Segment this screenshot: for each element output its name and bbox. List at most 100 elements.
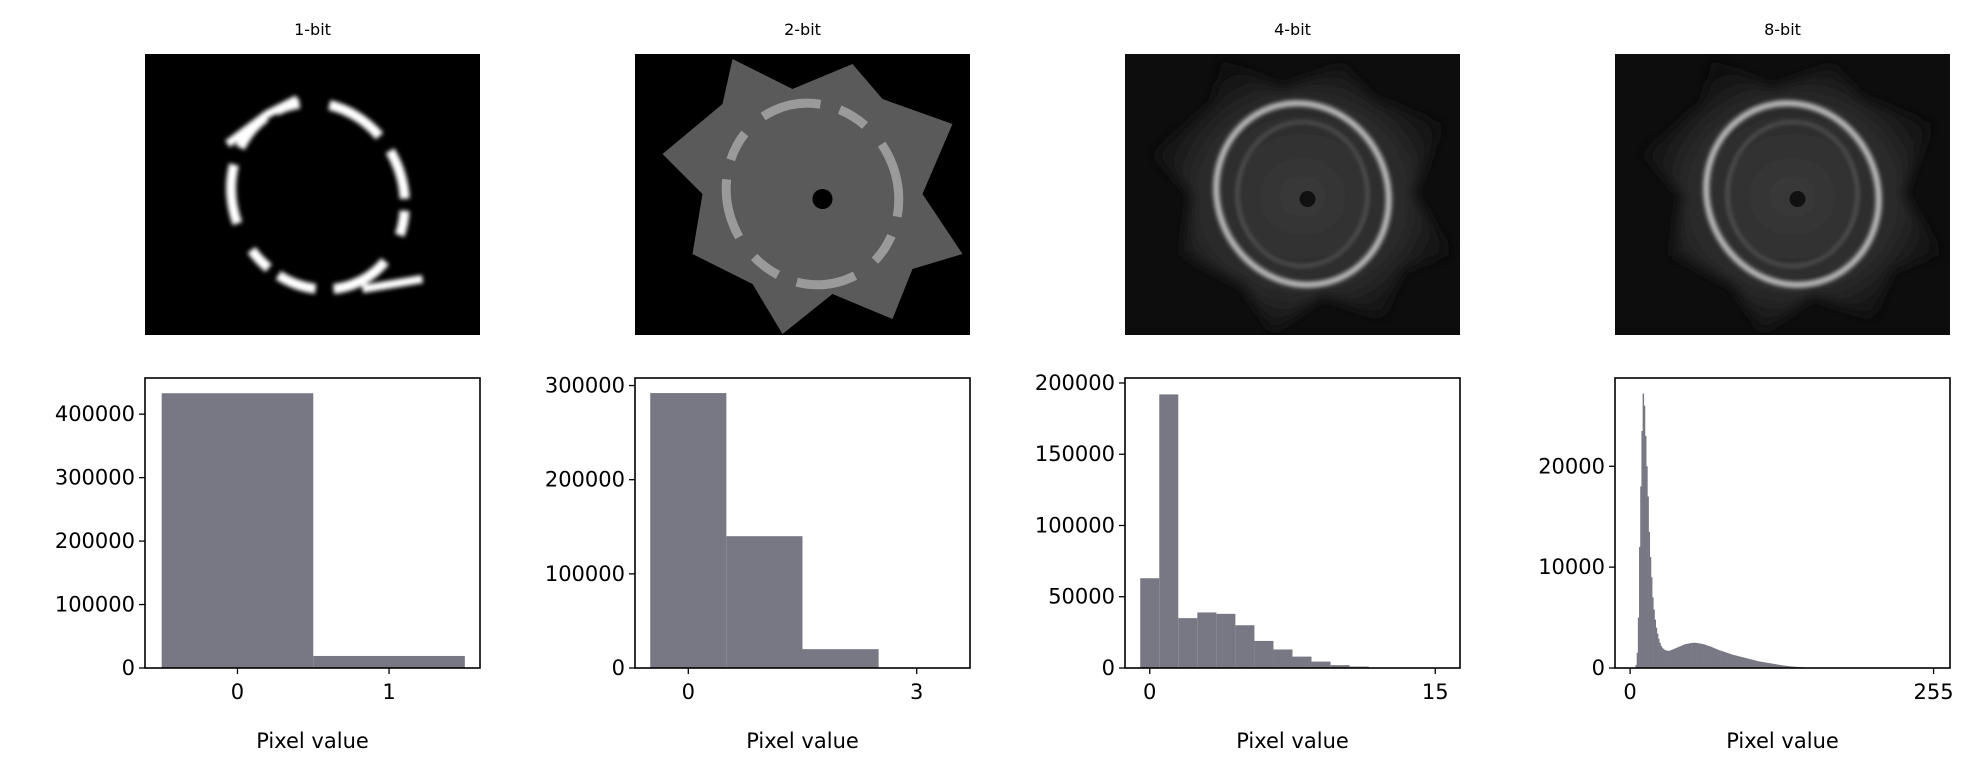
histogram-bar bbox=[1681, 645, 1684, 668]
cell-body bbox=[1642, 59, 1943, 334]
histogram-bar bbox=[1677, 647, 1679, 668]
histogram-bar bbox=[1748, 658, 1751, 668]
histogram-bar bbox=[1719, 650, 1722, 668]
histogram-2-bit: 0 100000 200000 300000 0 3 Pixel value bbox=[545, 374, 971, 753]
histogram-bar bbox=[1642, 393, 1645, 668]
histogram-bar bbox=[1747, 658, 1749, 668]
histogram-bar bbox=[1311, 661, 1331, 668]
panel-title: 4-bit bbox=[1274, 20, 1311, 39]
axes-frame bbox=[634, 377, 971, 669]
histogram-bar bbox=[313, 655, 465, 668]
histogram-bar bbox=[1703, 644, 1705, 668]
image-panel-1-bit: 1-bit bbox=[145, 20, 480, 335]
histogram-bar bbox=[1780, 665, 1783, 668]
image-panel-4-bit: 4-bit bbox=[1125, 20, 1460, 335]
histogram-bar bbox=[1671, 649, 1673, 668]
histogram-bar bbox=[1763, 662, 1766, 668]
y-tick-label: 400000 bbox=[55, 402, 135, 426]
histogram-bar bbox=[1652, 597, 1654, 668]
histogram-bar bbox=[1679, 646, 1681, 668]
histogram-bar bbox=[1728, 653, 1730, 668]
histogram-bar bbox=[1647, 496, 1649, 668]
cell-image bbox=[1642, 59, 1943, 334]
histogram-bar bbox=[1774, 664, 1777, 668]
histogram-bar bbox=[1691, 642, 1693, 668]
bars bbox=[161, 393, 465, 668]
histogram-bar bbox=[1178, 618, 1198, 668]
histogram-4-bit: 0 50000 100000 150000 200000 0 15 Pixel value bbox=[1035, 371, 1461, 753]
histogram-bar bbox=[1661, 647, 1664, 668]
histogram-bar bbox=[1687, 643, 1690, 668]
histogram-bar bbox=[1235, 625, 1255, 668]
histogram-bar bbox=[1754, 660, 1756, 668]
histogram-bar bbox=[1330, 665, 1350, 668]
histogram-bar bbox=[1643, 405, 1646, 668]
histogram-bar bbox=[1699, 643, 1702, 668]
histogram-bar bbox=[1725, 652, 1728, 668]
histogram-bar bbox=[1735, 655, 1737, 668]
histogram-bar bbox=[1140, 578, 1160, 668]
histogram-bar bbox=[1718, 650, 1721, 668]
histogram-bar bbox=[1783, 665, 1785, 668]
histogram-bar bbox=[1736, 655, 1739, 668]
histogram-bar bbox=[1698, 643, 1701, 668]
histogram-bar bbox=[1697, 643, 1699, 668]
histogram-bar bbox=[1640, 486, 1642, 668]
histogram-bar bbox=[1716, 649, 1718, 668]
histogram-bar bbox=[1658, 638, 1660, 668]
histogram-bar bbox=[1665, 650, 1667, 668]
histogram-bar bbox=[1710, 646, 1712, 668]
histogram-bar bbox=[1760, 661, 1762, 668]
histogram-bar bbox=[1714, 648, 1716, 668]
y-tick-label: 100000 bbox=[1035, 513, 1115, 537]
axes-frame bbox=[1614, 377, 1951, 669]
histogram-bar bbox=[1709, 646, 1711, 668]
histogram-bar bbox=[1785, 665, 1787, 668]
y-tick-label: 200000 bbox=[55, 529, 135, 553]
histogram-bar bbox=[1650, 577, 1653, 668]
histogram-bar bbox=[1694, 642, 1697, 668]
histogram-bar bbox=[1723, 651, 1726, 668]
histogram-bar bbox=[1744, 658, 1747, 668]
histogram-bar bbox=[1767, 662, 1770, 668]
histogram-bar bbox=[1715, 648, 1717, 668]
histogram-bar bbox=[1641, 430, 1643, 668]
histogram-bar bbox=[1700, 643, 1703, 668]
panel-title: 8-bit bbox=[1764, 20, 1801, 39]
histogram-bar bbox=[1761, 661, 1764, 668]
cell-image bbox=[225, 95, 424, 295]
histogram-bar bbox=[1689, 643, 1691, 668]
histogram-bar bbox=[1292, 656, 1312, 668]
histogram-bar bbox=[1722, 651, 1724, 668]
image-panel-8-bit: 8-bit bbox=[1615, 20, 1950, 335]
y-tick-label: 0 bbox=[612, 656, 625, 680]
x-tick-label: 0 bbox=[682, 680, 695, 704]
y-tick-label: 20000 bbox=[1538, 454, 1605, 478]
histogram-bar bbox=[1672, 649, 1674, 668]
histogram-bar bbox=[1768, 663, 1771, 668]
histogram-bar bbox=[1787, 666, 1790, 668]
histogram-bar bbox=[1654, 619, 1656, 668]
histogram-bar bbox=[1635, 664, 1637, 668]
histogram-bar bbox=[1669, 650, 1672, 668]
histogram-bar bbox=[1197, 612, 1217, 668]
histogram-bar bbox=[1273, 649, 1293, 668]
histogram-bar bbox=[1685, 643, 1687, 668]
histogram-bar bbox=[1656, 633, 1659, 668]
histogram-bar bbox=[1704, 644, 1706, 668]
histogram-bar bbox=[1741, 657, 1743, 668]
histogram-bar bbox=[1781, 665, 1784, 668]
y-tick-label: 0 bbox=[1592, 656, 1605, 680]
y-tick-label: 150000 bbox=[1035, 442, 1115, 466]
histogram-bar bbox=[1740, 656, 1742, 668]
nucleolus bbox=[1299, 191, 1316, 207]
histogram-bar bbox=[1708, 646, 1710, 668]
histogram-bar bbox=[1649, 557, 1652, 668]
x-tick-label: 3 bbox=[910, 680, 923, 704]
bars bbox=[650, 393, 879, 668]
histogram-bar bbox=[1254, 640, 1274, 668]
x-tick-label: 0 bbox=[1143, 680, 1156, 704]
histogram-bar bbox=[1664, 649, 1666, 668]
cell-image bbox=[1152, 59, 1453, 334]
